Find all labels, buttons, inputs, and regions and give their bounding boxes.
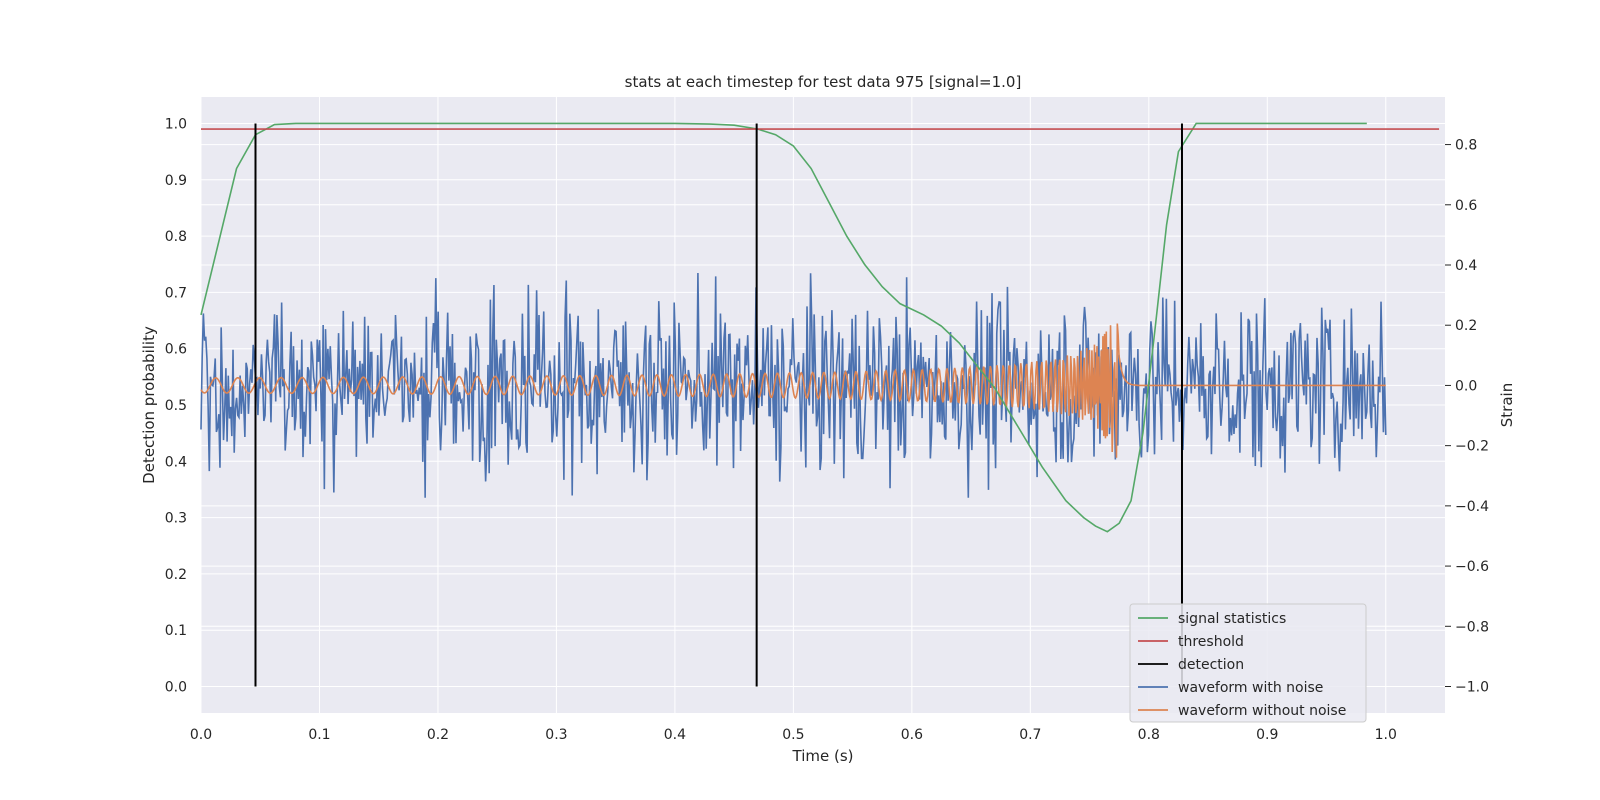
- y2-tick-label: 0.6: [1455, 198, 1477, 214]
- waveform-without-noise-line: [200, 323, 1386, 458]
- legend-label-waveform-with-noise: waveform with noise: [1178, 680, 1323, 696]
- x-tick-label: 1.0: [1375, 727, 1397, 743]
- x-axis-title: Time (s): [792, 747, 854, 765]
- y-tick-label: 0.9: [165, 173, 187, 189]
- legend-label-waveform-without-noise: waveform without noise: [1178, 703, 1346, 719]
- y2-tick-label: 0.2: [1455, 318, 1477, 334]
- y2-tick-label: −0.2: [1455, 439, 1489, 455]
- y2-tick-label: −0.4: [1455, 499, 1489, 515]
- x-tick-label: 0.7: [1019, 727, 1041, 743]
- y-tick-label: 0.7: [165, 285, 187, 301]
- y-tick-label: 0.3: [165, 511, 187, 527]
- y-tick-label: 0.5: [165, 398, 187, 414]
- y-tick-label: 0.8: [165, 229, 187, 245]
- x-tick-label: 0.2: [427, 727, 449, 743]
- legend-label-detection: detection: [1178, 657, 1244, 673]
- y2-axis-ticks: −1.0 −0.8 −0.6 −0.4 −0.2 0.0 0.2 0.4 0.6 0.8: [1445, 138, 1489, 696]
- y-axis-ticks: 0.0 0.1 0.2 0.3 0.4 0.5 0.6 0.7 0.8 0.9 1.0: [165, 116, 187, 695]
- series-layer: [200, 122, 1440, 687]
- y-tick-label: 0.6: [165, 342, 187, 358]
- y2-tick-label: −0.6: [1455, 559, 1489, 575]
- y2-axis-title: Strain: [1498, 383, 1516, 427]
- y-tick-label: 0.2: [165, 567, 187, 583]
- x-tick-label: 0.0: [190, 727, 212, 743]
- y-axis-title: Detection probability: [140, 326, 158, 484]
- x-tick-label: 0.8: [1138, 727, 1160, 743]
- x-tick-label: 0.9: [1256, 727, 1278, 743]
- y-tick-label: 0.1: [165, 623, 187, 639]
- x-tick-label: 0.6: [901, 727, 923, 743]
- x-tick-label: 0.3: [545, 727, 567, 743]
- y-tick-label: 1.0: [165, 116, 187, 132]
- y2-tick-label: −0.8: [1455, 619, 1489, 635]
- x-tick-label: 0.5: [782, 727, 804, 743]
- y2-tick-label: −1.0: [1455, 680, 1489, 696]
- chart-title: stats at each timestep for test data 975…: [625, 73, 1022, 91]
- x-axis-ticks: 0.0 0.1 0.2 0.3 0.4 0.5 0.6 0.7 0.8 0.9 1.0: [190, 727, 1397, 743]
- y-tick-label: 0.4: [165, 454, 187, 470]
- legend-box: [1129, 603, 1367, 723]
- y2-tick-label: 0.8: [1455, 138, 1477, 154]
- y2-tick-label: 0.4: [1455, 258, 1477, 274]
- x-tick-label: 0.1: [308, 727, 330, 743]
- y2-tick-label: 0.0: [1455, 378, 1477, 394]
- signal-statistics-line: [200, 122, 1367, 533]
- waveform-with-noise-line: [200, 272, 1387, 498]
- legend: signal statistics threshold detection wavef…: [1129, 603, 1367, 723]
- legend-label-signal-statistics: signal statistics: [1178, 611, 1286, 627]
- y-tick-label: 0.0: [165, 680, 187, 696]
- legend-label-threshold: threshold: [1178, 634, 1244, 650]
- x-tick-label: 0.4: [664, 727, 686, 743]
